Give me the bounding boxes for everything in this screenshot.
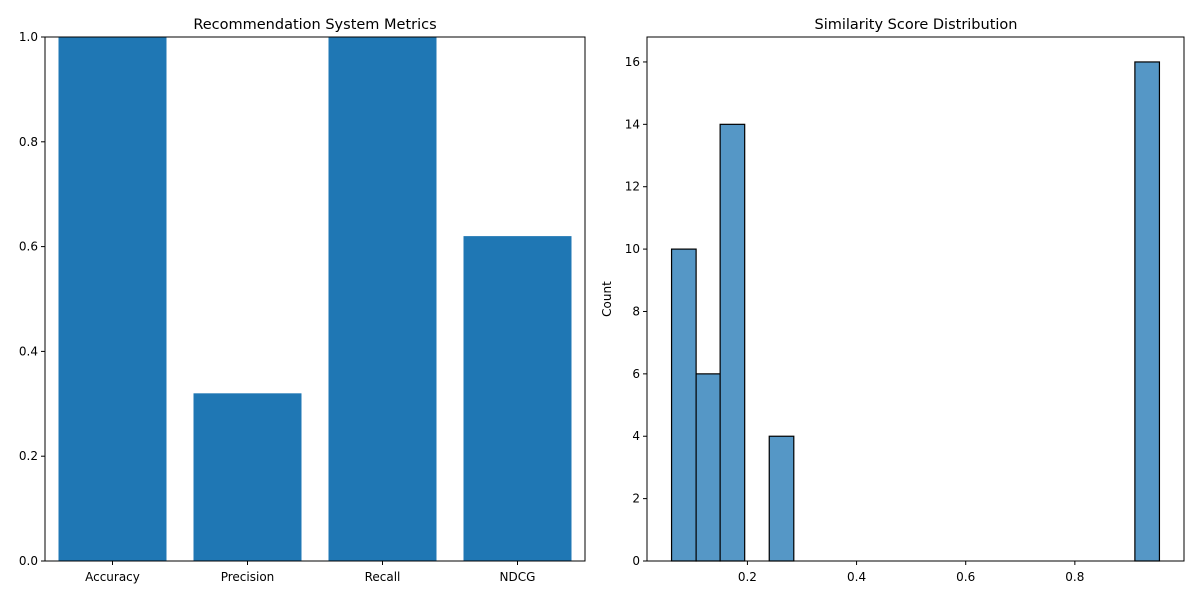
metrics-y-tick-label: 0.8 xyxy=(19,135,38,149)
histogram-x-tick-label: 0.6 xyxy=(956,570,975,584)
metrics-y-tick-label: 1.0 xyxy=(19,30,38,44)
metrics-y-tick-label: 0.0 xyxy=(19,554,38,568)
histogram-x-tick-label: 0.4 xyxy=(847,570,866,584)
histogram-y-tick-label: 14 xyxy=(625,117,640,131)
histogram-bars xyxy=(670,61,1161,562)
histogram-y-axis-ticks: 0 2 4 6 8 10 12 14 16 xyxy=(625,55,647,568)
metrics-x-tick-label: Recall xyxy=(365,570,401,584)
histogram-bin-bar xyxy=(670,248,697,562)
metrics-y-tick-label: 0.6 xyxy=(19,240,38,254)
histogram-bin-bar xyxy=(719,123,746,562)
metrics-bar-chart: Recommendation System Metrics 0.00.20.40… xyxy=(19,17,586,584)
histogram-y-tick-label: 10 xyxy=(625,242,640,256)
metric-bar-ndcg xyxy=(463,236,572,561)
histogram-bin-bar xyxy=(1134,61,1161,562)
histogram-y-tick-label: 16 xyxy=(625,55,640,69)
metrics-x-axis-ticks: Accuracy Precision Recall NDCG xyxy=(85,561,535,584)
metrics-y-tick-label: 0.2 xyxy=(19,449,38,463)
histogram-y-tick-label: 12 xyxy=(625,180,640,194)
histogram-plot-frame xyxy=(646,36,1185,562)
histogram-x-tick-label: 0.2 xyxy=(738,570,757,584)
histogram-bin-bar xyxy=(695,373,721,562)
metrics-plot-frame xyxy=(44,36,586,562)
histogram-y-tick-label: 4 xyxy=(632,429,640,443)
histogram-y-tick-label: 8 xyxy=(632,304,640,318)
metric-bar-precision xyxy=(193,393,302,561)
metrics-bars xyxy=(58,37,572,561)
metric-bar-accuracy xyxy=(58,37,167,561)
histogram-bin-bar xyxy=(768,435,795,562)
histogram-chart-title: Similarity Score Distribution xyxy=(815,17,1018,33)
histogram-x-tick-label: 0.8 xyxy=(1065,570,1084,584)
histogram-y-tick-label: 2 xyxy=(632,492,640,506)
metric-bar-recall xyxy=(328,37,437,561)
metrics-x-tick-label: NDCG xyxy=(500,570,536,584)
similarity-histogram: Similarity Score Distribution Count 0 2 4 6… xyxy=(600,17,1185,584)
metrics-y-tick-label: 0.4 xyxy=(19,344,38,358)
histogram-y-axis-label: Count xyxy=(600,281,614,317)
metrics-y-axis-ticks: 0.0 0.2 0.4 0.6 0.8 1.0 xyxy=(19,30,45,568)
metrics-x-tick-label: Precision xyxy=(221,570,275,584)
histogram-x-axis-ticks: 0.2 0.4 0.6 0.8 xyxy=(738,561,1084,584)
histogram-y-tick-label: 0 xyxy=(632,554,640,568)
metrics-chart-title: Recommendation System Metrics xyxy=(193,17,436,33)
histogram-y-tick-label: 6 xyxy=(632,367,640,381)
metrics-x-tick-label: Accuracy xyxy=(85,570,140,584)
